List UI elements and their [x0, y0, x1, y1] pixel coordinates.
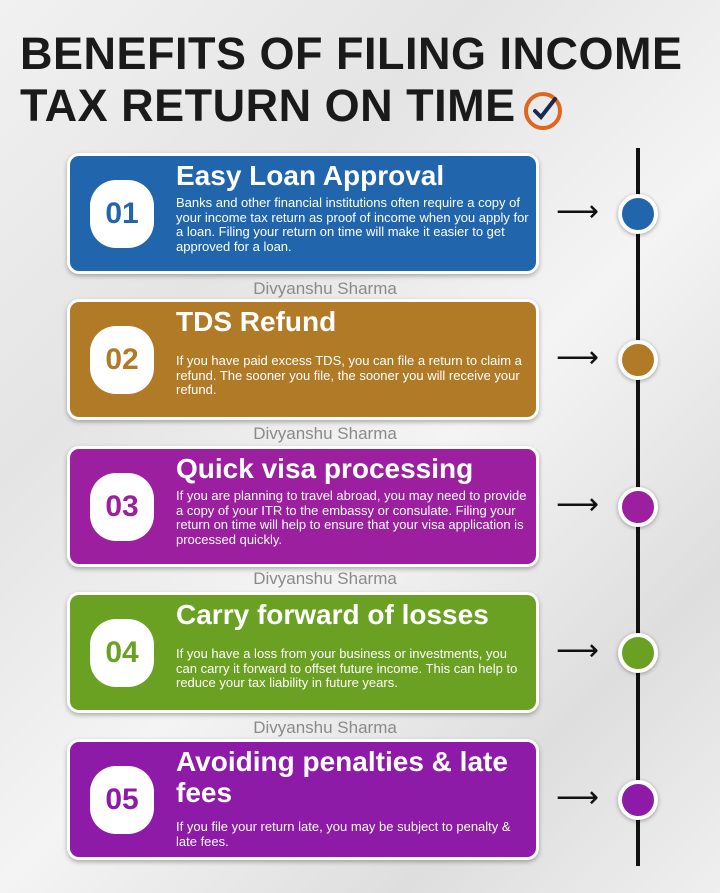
item-heading: Quick visa processing [176, 453, 474, 484]
timeline-dot-icon [618, 633, 658, 673]
item-description: If you have paid excess TDS, you can fil… [176, 353, 522, 397]
right-arrow-icon: ⟶ [556, 780, 600, 815]
benefit-card-04: 04 Carry forward of losses If you have a… [67, 592, 539, 713]
title-line-2: TAX RETURN ON TIME [20, 80, 683, 132]
item-number-badge: 01 [90, 180, 154, 248]
item-number-badge: 04 [90, 619, 154, 687]
benefit-card-03: 03 Quick visa processing If you are plan… [67, 446, 539, 567]
checkmark-clock-icon [523, 92, 562, 131]
item-description: If you are planning to travel abroad, yo… [176, 488, 527, 547]
benefit-card-05: 05 Avoiding penalties & late fees If you… [67, 739, 539, 860]
benefit-card-02: 02 TDS Refund If you have paid excess TD… [67, 299, 539, 420]
timeline-dot-icon [618, 194, 658, 234]
right-arrow-icon: ⟶ [556, 487, 600, 522]
item-number-badge: 05 [90, 766, 154, 834]
item-description: If you have a loss from your business or… [176, 646, 518, 690]
title-line-2-text: TAX RETURN ON TIME [20, 80, 516, 131]
watermark: Divyanshu Sharma [253, 718, 397, 737]
item-heading: Easy Loan Approval [176, 160, 445, 191]
timeline-dot-icon [618, 780, 658, 820]
page-title: BENEFITS OF FILING INCOME TAX RETURN ON … [20, 28, 683, 132]
item-heading: Carry forward of losses [176, 599, 489, 630]
watermark: Divyanshu Sharma [253, 424, 397, 443]
timeline-dot-icon [618, 340, 658, 380]
right-arrow-icon: ⟶ [556, 340, 600, 375]
item-number-badge: 03 [90, 473, 154, 541]
item-number-badge: 02 [90, 326, 154, 394]
item-description: Banks and other financial institutions o… [176, 195, 529, 254]
right-arrow-icon: ⟶ [556, 194, 600, 229]
watermark: Divyanshu Sharma [253, 569, 397, 588]
watermark: Divyanshu Sharma [253, 279, 397, 298]
item-heading: Avoiding penalties & late fees [176, 746, 508, 808]
item-heading: TDS Refund [176, 306, 337, 337]
right-arrow-icon: ⟶ [556, 633, 600, 668]
item-description: If you file your return late, you may be… [176, 819, 511, 849]
title-line-1: BENEFITS OF FILING INCOME [20, 28, 683, 79]
timeline-dot-icon [618, 487, 658, 527]
benefit-card-01: 01 Easy Loan Approval Banks and other fi… [67, 153, 539, 274]
